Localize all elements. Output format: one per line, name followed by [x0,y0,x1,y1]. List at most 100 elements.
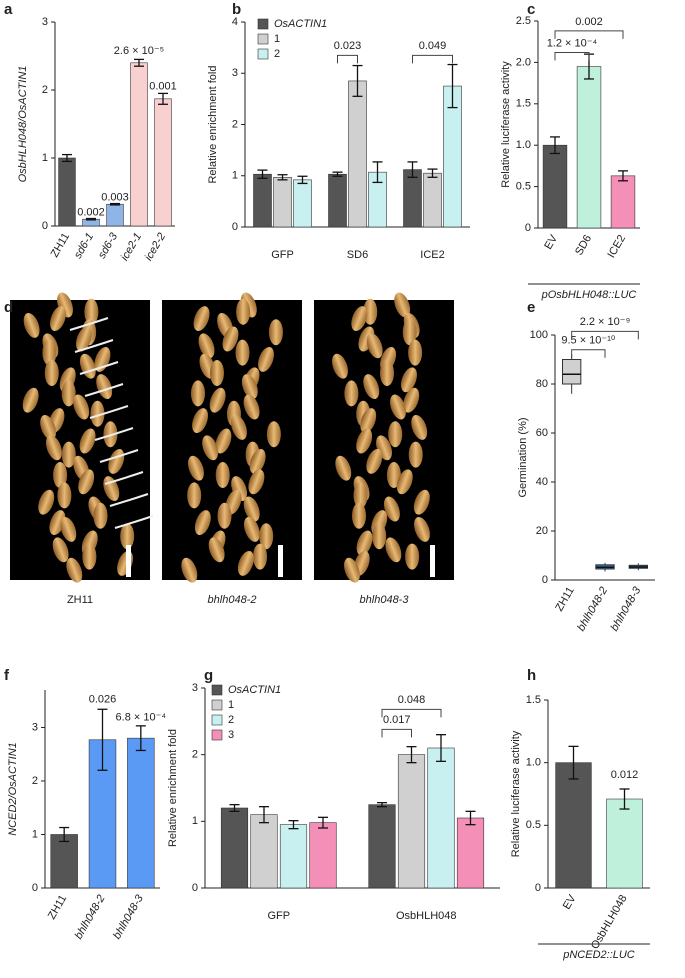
grain [198,333,215,359]
scale-bar [430,545,435,577]
p-value: 9.5 × 10⁻¹⁰ [561,335,616,347]
bar [397,754,426,889]
bracket [554,51,590,61]
p-value: 0.002 [77,206,105,218]
x-tick-label: ice2-2 [143,231,168,263]
grain [42,339,57,366]
y-tick-label: 0 [542,574,548,586]
y-tick-label: 80 [536,378,548,390]
y-tick-label: 0.5 [516,181,531,193]
grain [235,339,250,366]
x-tick-label: GFP [267,910,290,922]
grain [120,523,135,550]
legend-swatch [211,684,223,696]
bar [555,762,592,889]
grain [84,298,99,325]
panel-letter: g [204,667,213,684]
grain [344,380,359,407]
y-axis-label: Germination (%) [517,417,529,497]
y-tick-label: 1 [32,828,38,840]
y-tick-label: 40 [536,476,548,488]
y-tick-label: 2 [42,84,48,96]
awn [89,405,129,419]
grain [413,489,430,515]
x-tick-label: EV [542,232,560,251]
grain [408,441,423,468]
y-tick-label: 0.5 [526,819,541,831]
legend-label: 2 [274,48,280,60]
y-axis-label: Relative enrichment fold [207,65,219,183]
grain [209,387,226,413]
grain [187,482,202,509]
awn [114,515,154,529]
x-tick-label: bhlh048-3 [609,584,644,633]
grain [90,400,105,427]
grain [231,414,247,440]
p-value: 0.049 [419,40,447,52]
grain [363,298,378,325]
bar [130,62,148,227]
y-tick-label: 1.5 [526,694,541,706]
grain [258,346,274,372]
grain [181,557,198,583]
grain [243,496,260,522]
grain [248,469,265,495]
x-tick-label: EV [561,892,579,911]
awn [109,493,149,507]
y-tick-label: 0 [232,221,238,233]
grain [50,306,66,332]
grain [411,414,428,440]
grain [396,469,413,495]
grain [241,374,258,400]
grain [332,353,348,379]
grain [243,516,260,542]
bar [348,80,367,228]
p-value: 0.048 [398,694,426,706]
awn [79,361,119,375]
panel-letter: e [527,299,535,316]
grain [208,537,225,563]
panel-letter: h [527,667,536,684]
y-tick-label: 2.5 [516,15,531,27]
y-tick-label: 60 [536,427,548,439]
grain [372,523,387,550]
bar [606,798,643,889]
grain [22,387,39,413]
grain [366,448,383,474]
grain [356,530,373,556]
x-tick-label: ICE2 [420,249,444,261]
x-tick-label: ZH11 [46,893,69,922]
p-value: 6.8 × 10⁻⁴ [116,712,167,724]
y-axis-label: Relative enrichment fold [167,729,179,847]
y-axis-label: OsbHLH048/OsACTIN1 [17,66,29,183]
y-tick-label: 1 [232,170,238,182]
grain [379,360,394,386]
awn [94,427,134,441]
grain [46,435,62,461]
y-tick-label: 1.5 [516,98,531,110]
grain [61,441,76,468]
grain [40,414,57,440]
bar [250,814,278,889]
p-value: 0.023 [334,40,362,52]
x-tick-label: GFP [271,249,294,261]
y-tick-label: 1 [192,815,198,827]
p-value: 0.001 [149,81,177,93]
grain [103,421,118,448]
y-tick-label: 2 [192,749,198,761]
y-axis-label: NCED2/OsACTIN1 [7,742,19,836]
grain [408,339,423,366]
grain [66,557,83,583]
legend-swatch [257,48,269,60]
bracket [571,330,639,340]
bar [127,737,155,889]
grain [363,374,380,400]
awn [104,471,144,485]
grain [351,306,368,332]
legend-label: OsACTIN1 [228,684,281,696]
x-tick-label: sd6-1 [72,231,96,261]
box [562,359,582,385]
grain [202,435,219,461]
y-tick-label: 20 [536,525,548,537]
